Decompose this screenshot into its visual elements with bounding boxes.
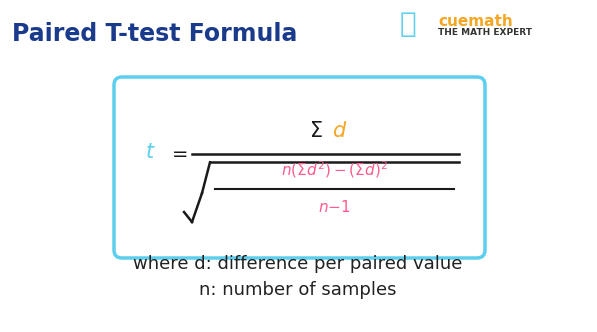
Text: 🚀: 🚀	[400, 10, 417, 38]
Text: $\Sigma$: $\Sigma$	[309, 121, 322, 141]
Text: THE MATH EXPERT: THE MATH EXPERT	[438, 28, 532, 37]
Text: $\it{n}\mathsf{-1}$: $\it{n}\mathsf{-1}$	[318, 199, 351, 215]
Text: Paired T-test Formula: Paired T-test Formula	[12, 22, 297, 46]
FancyBboxPatch shape	[114, 77, 485, 258]
Text: cuemath: cuemath	[438, 14, 513, 29]
Text: $\it{d}$: $\it{d}$	[333, 121, 348, 141]
Text: $n(\Sigma d^2)-(\Sigma d)^2$: $n(\Sigma d^2)-(\Sigma d)^2$	[281, 159, 388, 180]
Text: $\it{t}$: $\it{t}$	[144, 142, 155, 162]
Text: n: number of samples: n: number of samples	[199, 281, 397, 299]
Text: $=$: $=$	[168, 143, 188, 162]
Text: where d: difference per paired value: where d: difference per paired value	[133, 255, 463, 273]
